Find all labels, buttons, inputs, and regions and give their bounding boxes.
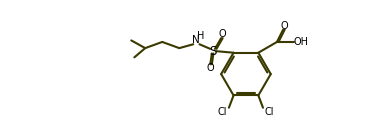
Text: O: O	[206, 63, 214, 73]
Text: O: O	[218, 29, 226, 39]
Text: Cl: Cl	[265, 107, 274, 117]
Text: OH: OH	[293, 37, 308, 47]
Text: H: H	[197, 31, 204, 41]
Text: O: O	[280, 21, 288, 31]
Text: N: N	[192, 35, 200, 45]
Text: Cl: Cl	[218, 107, 227, 117]
Text: S: S	[210, 45, 217, 58]
